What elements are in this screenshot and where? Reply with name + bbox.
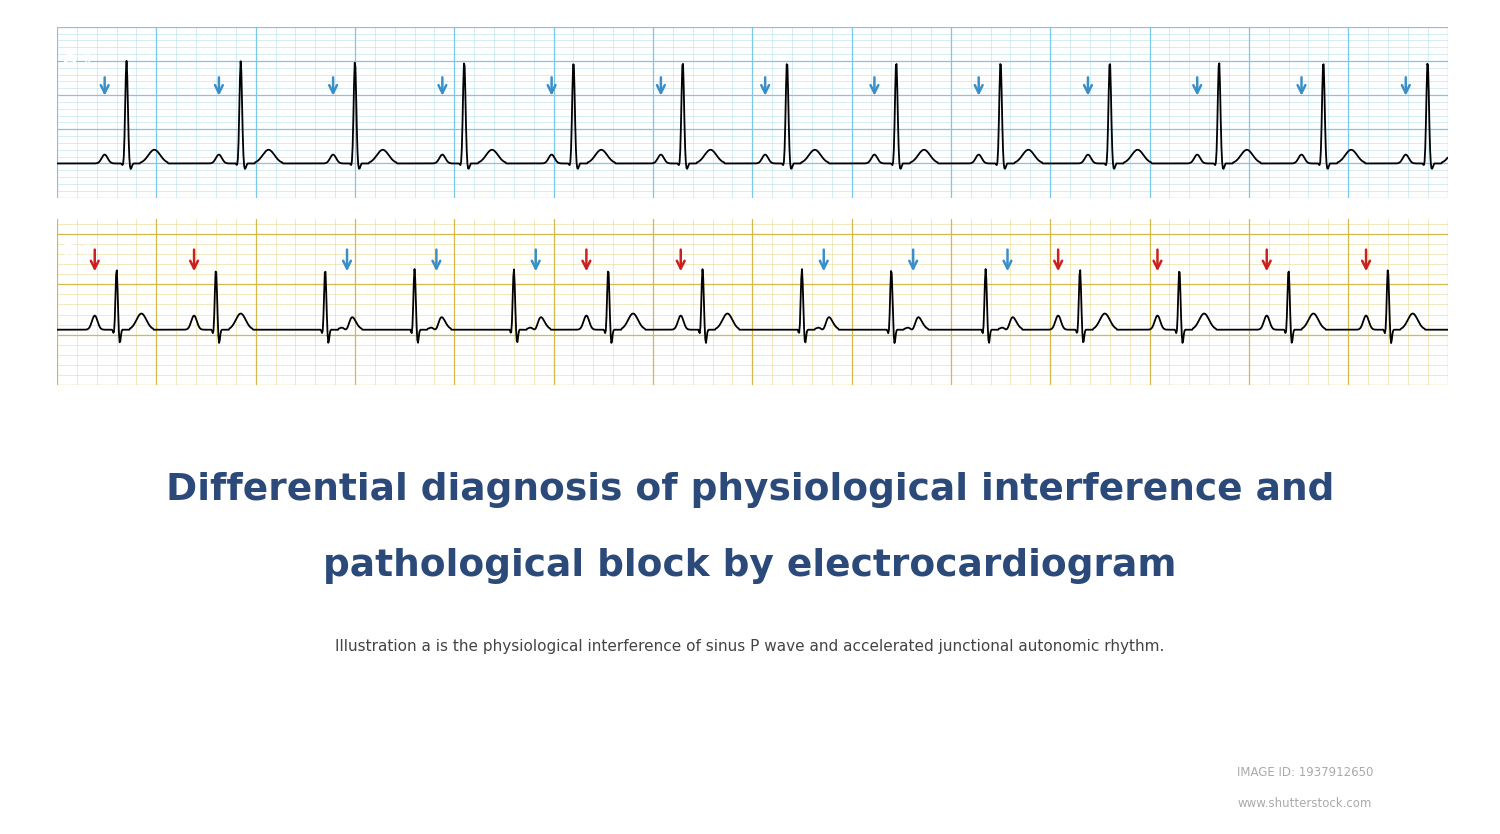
Text: Illustration a is the physiological interference of sinus P wave and accelerated: Illustration a is the physiological inte… bbox=[336, 639, 1164, 654]
Text: Differential diagnosis of physiological interference and: Differential diagnosis of physiological … bbox=[166, 471, 1334, 508]
Text: shutterstock®: shutterstock® bbox=[0, 772, 219, 801]
Text: pathological block by electrocardiogram: pathological block by electrocardiogram bbox=[324, 548, 1176, 585]
Text: A: A bbox=[63, 50, 76, 68]
Text: Ⅱ: Ⅱ bbox=[84, 52, 92, 67]
Text: shutterst: shutterst bbox=[0, 771, 98, 803]
Text: B: B bbox=[63, 243, 76, 261]
Text: www.shutterstock.com: www.shutterstock.com bbox=[1238, 797, 1372, 811]
Text: o: o bbox=[86, 771, 109, 803]
Text: Ⅱ: Ⅱ bbox=[84, 244, 92, 259]
Text: IMAGE ID: 1937912650: IMAGE ID: 1937912650 bbox=[1238, 766, 1372, 779]
Text: ck: ck bbox=[98, 771, 140, 803]
